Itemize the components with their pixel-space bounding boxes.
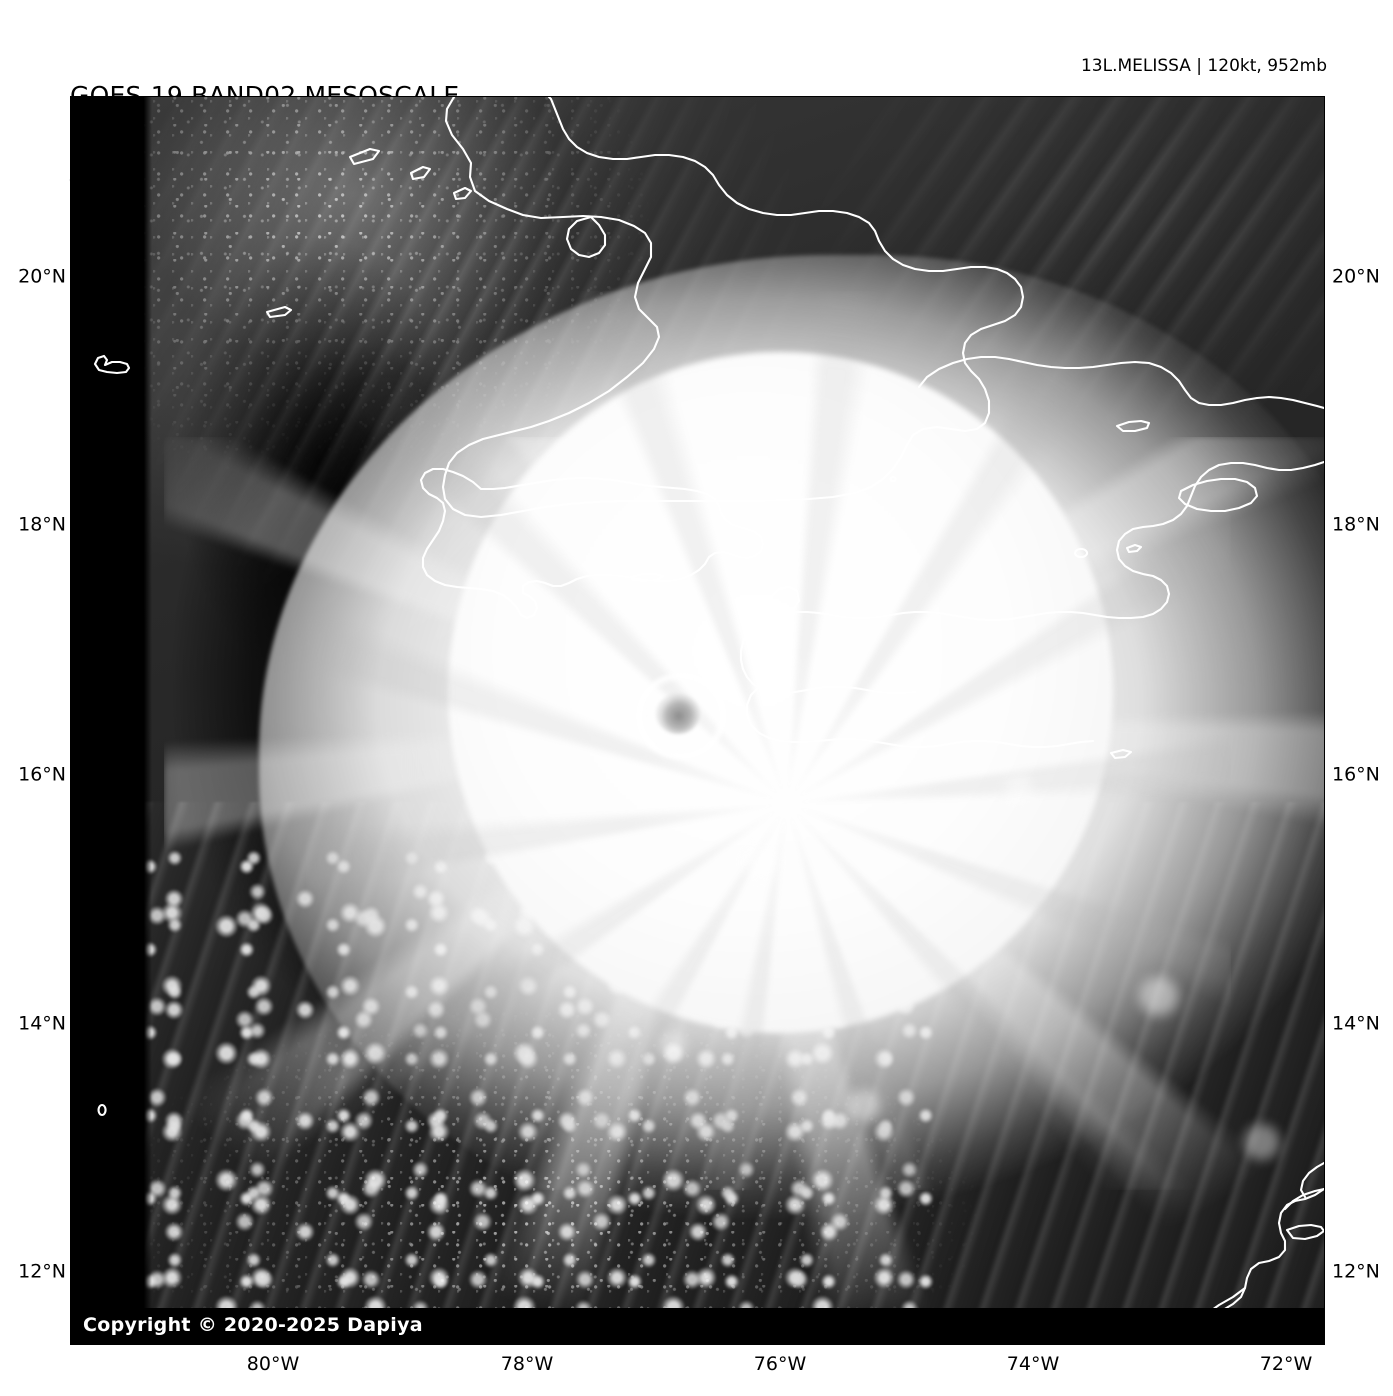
lat-tick-left-12n: 12°N	[18, 1260, 66, 1283]
coastline-jamaica	[421, 469, 763, 618]
inner-banding-spirals	[306, 291, 1232, 1191]
storm-info-label: 13L.MELISSA | 120kt, 952mb	[1080, 56, 1327, 76]
lat-tick-left-18n: 18°N	[18, 513, 66, 536]
lon-tick-72w: 72°W	[1259, 1353, 1313, 1375]
copyright-label: Copyright © 2020-2025 Dapiya	[83, 1314, 423, 1336]
coastline-hispaniola	[741, 357, 1324, 693]
coastline-tortuga-island	[1117, 421, 1149, 431]
lat-tick-left-20n: 20°N	[18, 265, 66, 288]
convective-tops-southeast	[614, 680, 1324, 1288]
coastline-grand-cayman	[95, 356, 129, 373]
credit-bar	[71, 1308, 1324, 1344]
coastline-guajira-peninsula	[1285, 1163, 1324, 1209]
lat-tick-right-18n: 18°N	[1332, 513, 1380, 536]
coastline-cuba-small-bay	[771, 587, 799, 611]
lat-tick-right-12n: 12°N	[1332, 1260, 1380, 1283]
lon-tick-78w: 78°W	[500, 1353, 554, 1375]
lat-tick-right-20n: 20°N	[1332, 265, 1380, 288]
lat-tick-left-14n: 14°N	[18, 1012, 66, 1035]
coastline-little-cayman	[267, 307, 291, 317]
coastline-haiti-islet-c	[1111, 750, 1131, 758]
coastline-south-america-islet	[1287, 1225, 1324, 1239]
lon-tick-80w: 80°W	[246, 1353, 300, 1375]
satellite-image-panel[interactable]: Copyright © 2020-2025 Dapiya	[70, 96, 1325, 1345]
coastline-overlay	[71, 97, 1324, 1344]
lon-tick-74w: 74°W	[1006, 1353, 1060, 1375]
coastline-navassa-dot	[891, 477, 896, 481]
hurricane-eye	[656, 694, 700, 734]
satellite-imagery: Copyright © 2020-2025 Dapiya	[71, 97, 1324, 1344]
lat-tick-left-16n: 16°N	[18, 763, 66, 786]
coastline-cuba	[443, 97, 1023, 517]
lat-tick-right-14n: 14°N	[1332, 1012, 1380, 1035]
coastline-gonave-island	[1179, 479, 1257, 511]
coastline-cuba-bay-detail	[567, 217, 605, 257]
coastline-haiti-islet-b	[1075, 549, 1087, 557]
coastline-cayman-islet-3	[411, 167, 430, 179]
coastline-cayman-brac	[350, 149, 379, 164]
coastline-cayman-islet-4	[454, 188, 471, 199]
lon-tick-76w: 76°W	[753, 1353, 807, 1375]
lat-tick-right-16n: 16°N	[1332, 763, 1380, 786]
satellite-raster	[140, 97, 1324, 1312]
coastline-haiti-south-peninsula	[747, 687, 1093, 747]
coastline-san-andres-islet	[99, 1105, 106, 1115]
coastline-haiti-islet-a	[1127, 545, 1141, 552]
coastline-jamaica-portland-bight	[631, 574, 663, 581]
